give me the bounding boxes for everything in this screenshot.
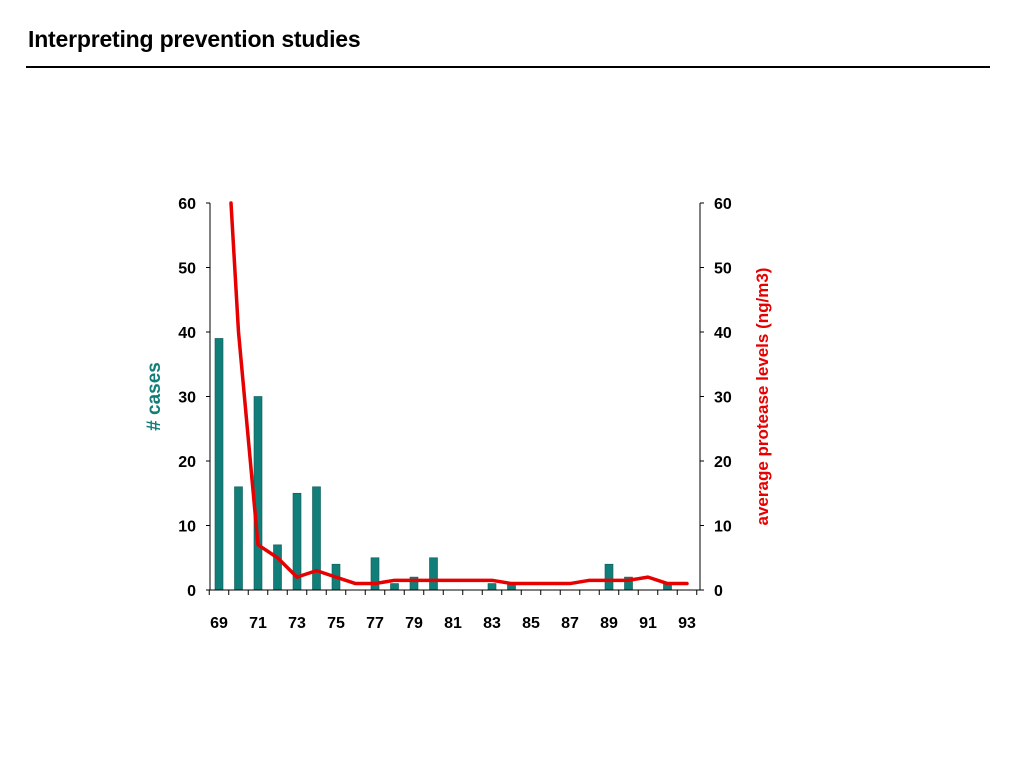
x-tick-label: 71: [249, 615, 267, 632]
bar: [312, 486, 321, 591]
y-tick-label-left: 10: [178, 519, 196, 536]
protease-line: [229, 201, 689, 586]
bars-layer: [214, 338, 672, 591]
x-tick-label: 91: [639, 615, 657, 632]
x-tick-label: 83: [483, 615, 501, 632]
bar: [487, 583, 497, 591]
labels-layer: 0 0 10 10 20 20 30 30 40 40 50 50 60 60 69 71 73 75 77 79 81…: [144, 196, 772, 632]
x-tick-label: 79: [405, 615, 423, 632]
axes-layer: [206, 202, 704, 595]
bar: [273, 544, 282, 591]
title-divider: [26, 66, 990, 68]
bar: [234, 486, 243, 591]
y-tick-label-right: 50: [714, 261, 732, 278]
y-axis-title-right: average protease levels (ng/m3): [753, 268, 772, 526]
x-tick-label: 75: [327, 615, 345, 632]
x-tick-label: 87: [561, 615, 579, 632]
y-tick-label-right: 40: [714, 325, 732, 342]
y-tick-label-left: 40: [178, 325, 196, 342]
x-tick-label: 69: [210, 615, 228, 632]
bar: [604, 563, 614, 591]
x-tick-label: 93: [678, 615, 696, 632]
y-tick-label-right: 30: [714, 390, 732, 407]
bar: [253, 396, 263, 591]
x-tick-label: 77: [366, 615, 384, 632]
bar: [429, 557, 438, 591]
y-tick-label-left: 0: [187, 583, 196, 600]
x-tick-label: 73: [288, 615, 306, 632]
bar: [390, 583, 399, 591]
page-title: Interpreting prevention studies: [28, 26, 361, 52]
bar: [214, 338, 224, 591]
line-layer: [229, 201, 689, 586]
y-tick-label-right: 20: [714, 454, 732, 471]
y-tick-label-left: 20: [178, 454, 196, 471]
y-tick-label-left: 50: [178, 261, 196, 278]
y-tick-label-right: 10: [714, 519, 732, 536]
y-tick-label-right: 0: [714, 583, 723, 600]
y-tick-label-left: 30: [178, 390, 196, 407]
y-tick-label-left: 60: [178, 196, 196, 213]
y-tick-label-right: 60: [714, 196, 732, 213]
x-tick-label: 89: [600, 615, 618, 632]
x-tick-label: 81: [444, 615, 462, 632]
x-tick-label: 85: [522, 615, 540, 632]
y-axis-title-left: # cases: [144, 362, 165, 431]
